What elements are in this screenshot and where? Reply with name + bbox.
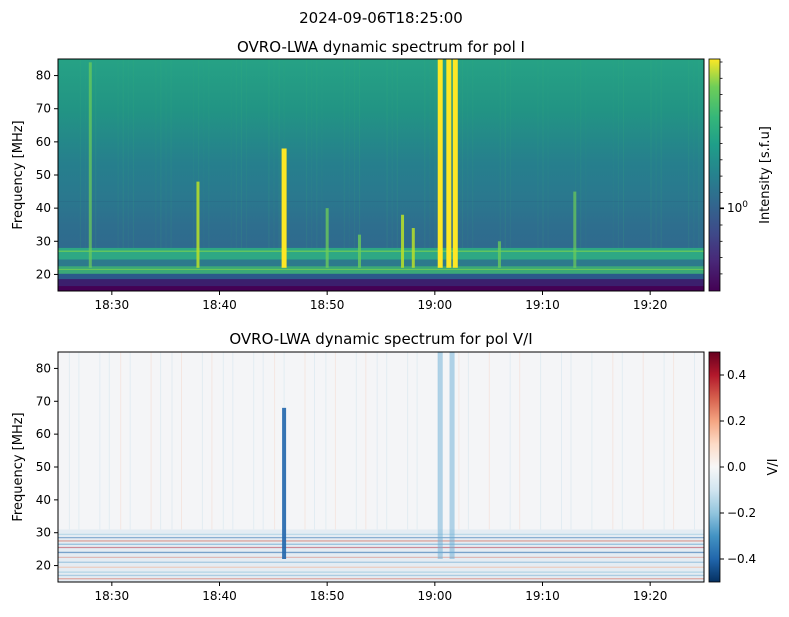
burst-3: [325, 208, 329, 268]
band: [58, 259, 704, 267]
colorbar-tick-label: −0.2: [727, 506, 756, 520]
y-tick-label: 20: [36, 267, 51, 281]
panel-pol-vi: OVRO-LWA dynamic spectrum for pol V/I 18…: [11, 330, 781, 603]
x-tick-label: 19:00: [418, 589, 453, 603]
burst-6: [411, 228, 415, 268]
y-tick-label: 30: [36, 526, 51, 540]
y-tick-label: 40: [36, 201, 51, 215]
axes: 18:30 18:40 18:50 19:00 19:10 19:20 20 30 40 50 60…: [36, 69, 668, 312]
burst-layer: [88, 59, 577, 268]
burst-8: [446, 59, 452, 268]
panel-title: OVRO-LWA dynamic spectrum for pol V/I: [229, 330, 532, 348]
spectrum-structure: [58, 59, 704, 291]
burst-7: [437, 59, 443, 268]
band-low: [58, 286, 704, 291]
burst-5: [401, 214, 405, 268]
x-tick-label: 19:10: [525, 298, 560, 312]
band-low: [58, 279, 704, 287]
colorbar-tick-label: 0.0: [727, 460, 746, 474]
x-tick-label: 19:00: [418, 298, 453, 312]
y-tick-label: 60: [36, 427, 51, 441]
y-tick-label: 30: [36, 234, 51, 248]
feature-layer: [282, 352, 455, 559]
colorbar-tick-label: −0.4: [727, 552, 756, 566]
x-tick-label: 19:10: [525, 589, 560, 603]
spectrum-structure: [58, 352, 704, 582]
x-tick-label: 19:20: [633, 589, 668, 603]
burst-2: [281, 148, 287, 268]
colorbar-tick-label: 0.4: [727, 368, 746, 382]
x-tick-label: 18:50: [310, 298, 345, 312]
axes: 18:30 18:40 18:50 19:00 19:10 19:20 20 30 40 50 60…: [36, 361, 668, 603]
y-tick-label: 80: [36, 361, 51, 375]
x-tick-label: 18:40: [202, 298, 237, 312]
y-tick-label: 50: [36, 168, 51, 182]
feature-1: [437, 352, 443, 559]
y-axis-label: Frequency [MHz]: [11, 120, 26, 229]
x-tick-label: 18:40: [202, 589, 237, 603]
figure-suptitle: 2024-09-06T18:25:00: [299, 9, 463, 27]
y-tick-label: 80: [36, 69, 51, 83]
colorbar-tick-label: 100: [727, 200, 748, 215]
colorbar-ticks: 0.4 0.2 0.0 −0.2 −0.4: [720, 368, 756, 566]
band-bright: [58, 247, 704, 260]
colorbar-label: Intensity [s.f.u]: [758, 126, 773, 224]
feature-0: [282, 407, 287, 559]
y-tick-label: 40: [36, 493, 51, 507]
burst-9: [452, 59, 458, 268]
y-tick-label: 20: [36, 559, 51, 573]
colorbar-pol-vi: [708, 351, 721, 583]
band: [58, 529, 704, 582]
colorbar-ticks: [720, 61, 724, 275]
y-tick-label: 50: [36, 460, 51, 474]
panel-title: OVRO-LWA dynamic spectrum for pol I: [237, 38, 525, 56]
x-tick-label: 18:30: [95, 589, 130, 603]
x-tick-label: 19:20: [633, 298, 668, 312]
burst-0: [88, 62, 92, 268]
burst-1: [196, 181, 200, 268]
colorbar-tick-label: 0.2: [727, 414, 746, 428]
colorbar-label: V/I: [766, 458, 781, 475]
y-tick-label: 60: [36, 135, 51, 149]
burst-10: [497, 241, 501, 268]
y-axis-label: Frequency [MHz]: [11, 412, 26, 521]
x-tick-label: 18:30: [95, 298, 130, 312]
burst-4: [357, 234, 361, 268]
burst-11: [573, 191, 577, 268]
x-tick-label: 18:50: [310, 589, 345, 603]
panel-pol-i: OVRO-LWA dynamic spectrum for pol I 18:3…: [11, 38, 773, 312]
feature-2: [449, 352, 455, 559]
y-tick-label: 70: [36, 102, 51, 116]
colorbar-pol-i: [708, 58, 721, 292]
y-tick-label: 70: [36, 394, 51, 408]
band-low: [58, 273, 704, 280]
